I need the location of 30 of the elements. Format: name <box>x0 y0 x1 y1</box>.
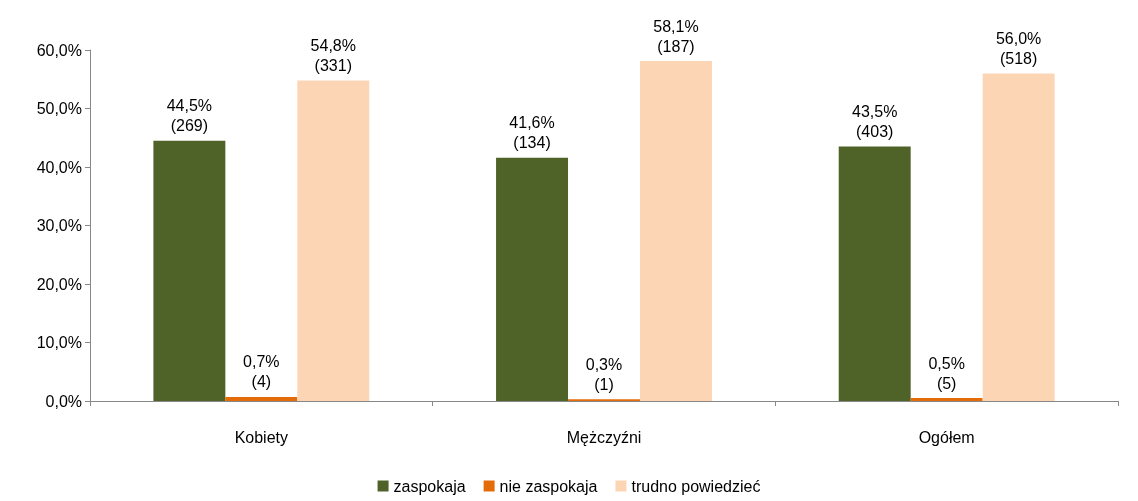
legend-label: trudno powiedzieć <box>631 477 761 495</box>
bar <box>982 73 1055 401</box>
data-label: 41,6% (134) <box>509 114 555 152</box>
data-label: 54,8% (331) <box>310 36 356 74</box>
y-tick-label: 40,0% <box>36 158 82 176</box>
y-tick-label: 60,0% <box>36 41 82 59</box>
legend-label: zaspokaja <box>393 477 466 495</box>
bar <box>910 398 983 401</box>
data-label: 0,7% (4) <box>243 353 280 391</box>
data-label: 0,5% (5) <box>928 354 965 392</box>
x-tick-label: Ogółem <box>918 428 975 446</box>
legend-label: nie zaspokaja <box>499 477 598 495</box>
y-tick-label: 30,0% <box>36 217 82 234</box>
bar <box>639 61 712 401</box>
bar <box>153 140 226 401</box>
y-tick-label: 20,0% <box>36 275 82 293</box>
y-tick-label: 0,0% <box>45 392 82 410</box>
y-tick-label: 10,0% <box>36 334 82 351</box>
bar <box>838 146 911 401</box>
data-label: 56,0% (518) <box>995 29 1042 67</box>
bar <box>496 157 569 401</box>
x-tick-label: Mężczyźni <box>566 428 642 446</box>
data-label: 0,3% (1) <box>585 355 623 393</box>
bar <box>225 396 298 401</box>
y-tick-label: 50,0% <box>36 100 82 117</box>
bar <box>297 80 370 401</box>
data-label: 58,1% (187) <box>653 17 699 55</box>
data-label: 43,5% (403) <box>852 103 898 141</box>
x-tick-label: Kobiety <box>234 428 289 446</box>
data-label: 44,5% (269) <box>166 97 213 135</box>
